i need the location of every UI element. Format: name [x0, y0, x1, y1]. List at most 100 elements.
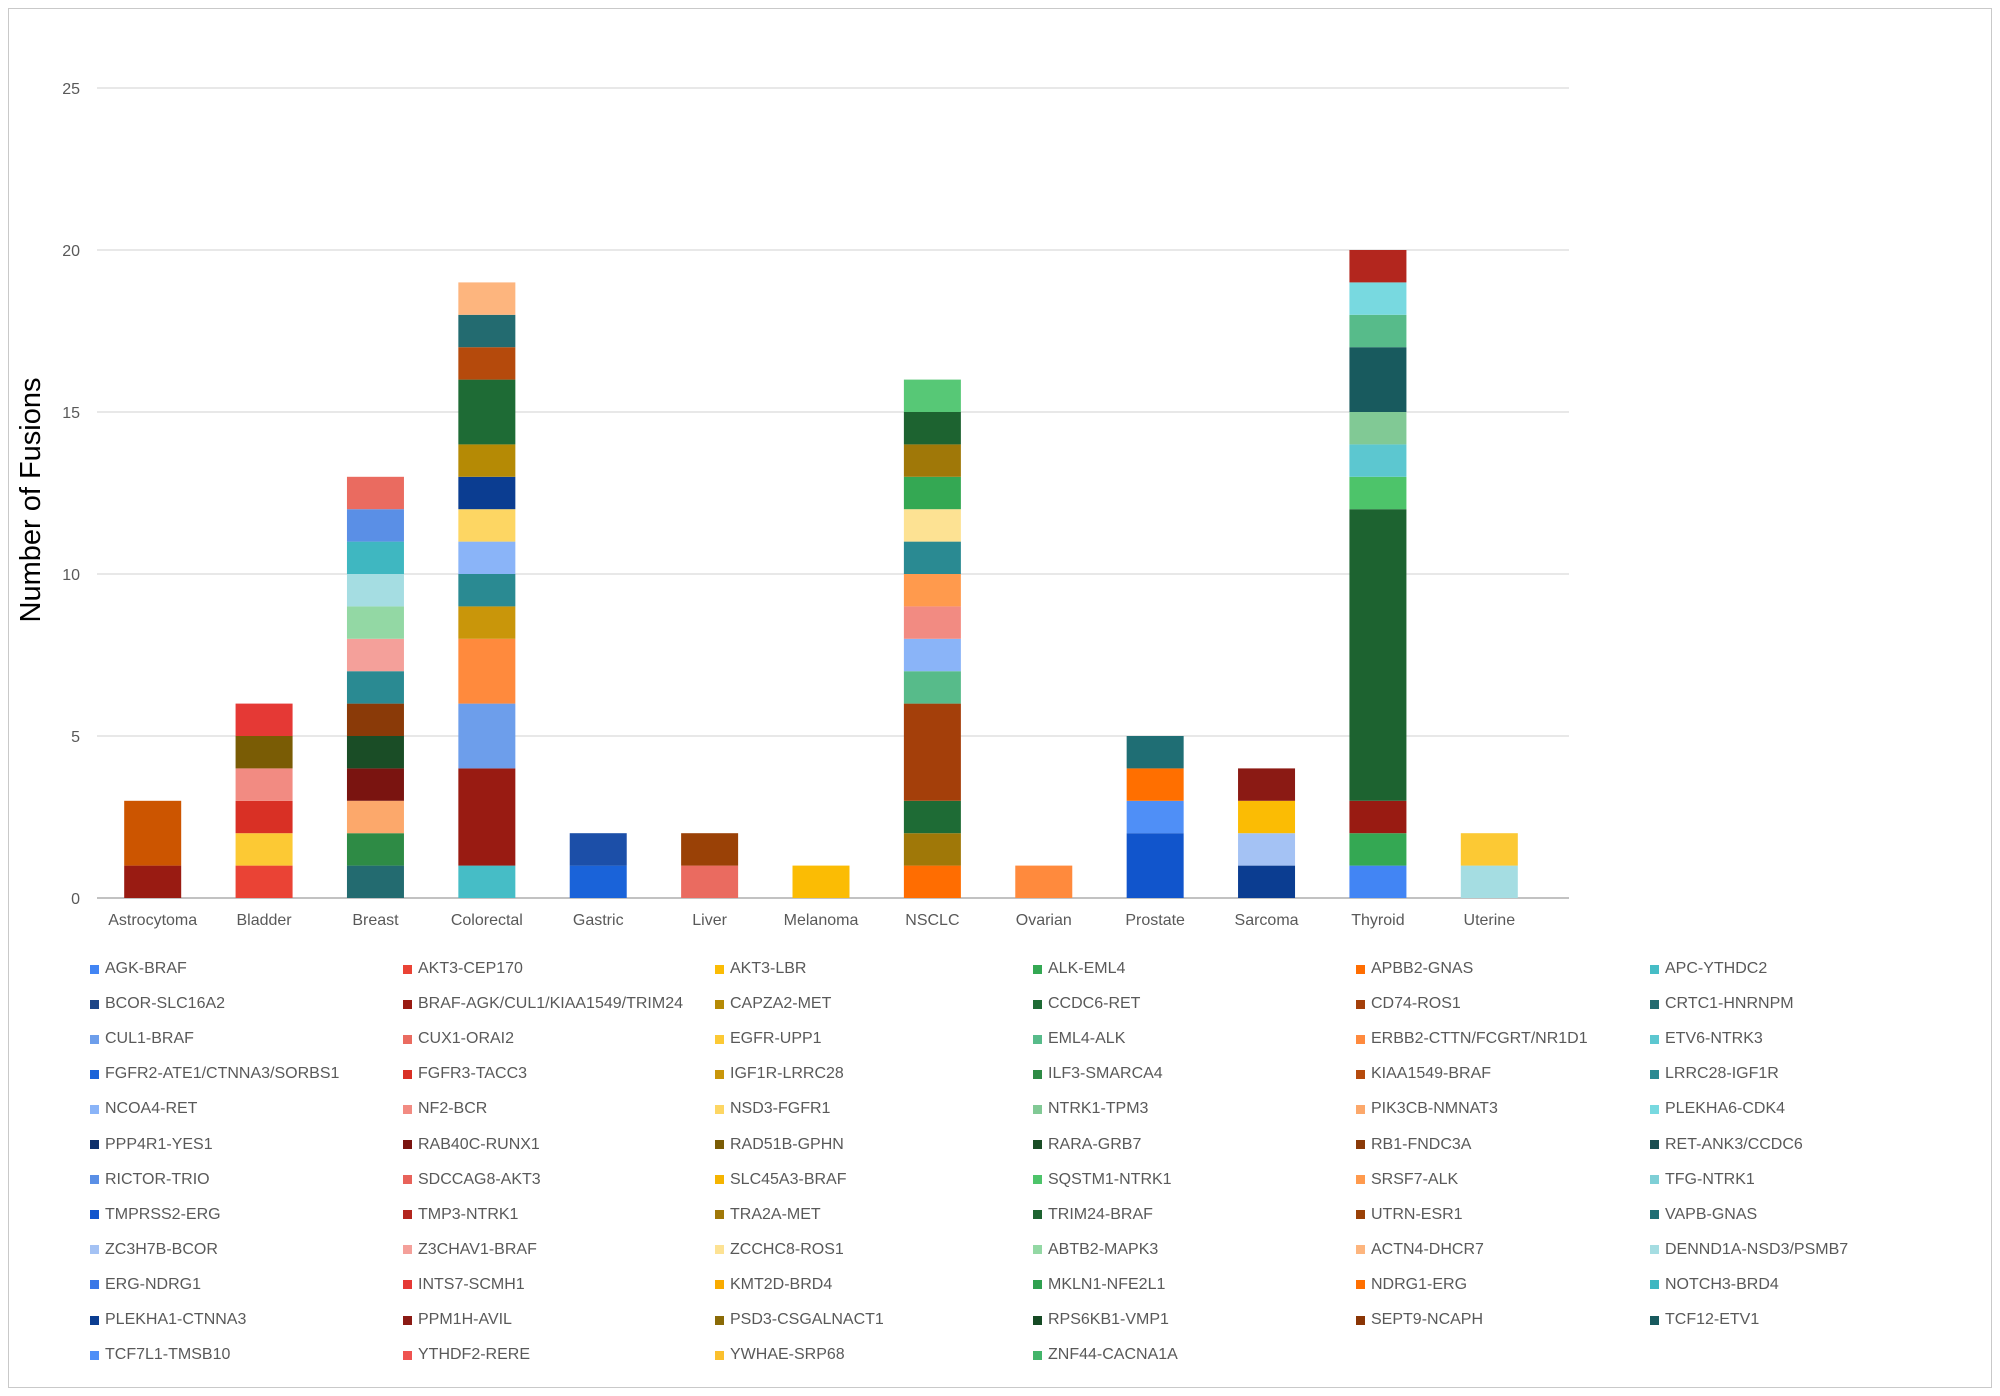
- bar-segment: [681, 865, 739, 898]
- legend-item: YWHAE-SRP68: [715, 1344, 845, 1366]
- legend-item: ERG-NDRG1: [90, 1274, 201, 1296]
- legend-label: DENND1A-NSD3/PSMB7: [1665, 1240, 1849, 1258]
- bar-segment: [346, 833, 404, 866]
- bar-segment: [458, 444, 516, 477]
- bar-segment: [346, 606, 404, 639]
- legend-label: TCF7L1-TMSB10: [105, 1346, 231, 1364]
- bar-segment: [346, 736, 404, 769]
- legend-item: ABTB2-MAPK3: [1033, 1239, 1158, 1261]
- legend-item: AKT3-CEP170: [403, 958, 523, 980]
- bar-segment: [458, 476, 516, 510]
- legend-item: IGF1R-LRRC28: [715, 1063, 844, 1085]
- legend-swatch: [403, 999, 412, 1009]
- bar-segment: [903, 476, 961, 510]
- legend-item: SEPT9-NCAPH: [1356, 1309, 1483, 1331]
- bar-segment: [1126, 736, 1184, 769]
- bar-segment: [1238, 800, 1296, 834]
- legend-label: ILF3-SMARCA4: [1048, 1065, 1163, 1083]
- legend-swatch: [403, 1140, 412, 1149]
- legend-label: ZC3H7B-BCOR: [105, 1240, 218, 1258]
- bar-segment: [235, 703, 293, 736]
- legend-item: CCDC6-RET: [1033, 993, 1140, 1015]
- bar-segment: [346, 768, 404, 801]
- legend-swatch: [1033, 1175, 1042, 1185]
- legend-swatch: [1650, 999, 1659, 1009]
- bar-segment: [1238, 768, 1296, 801]
- legend-swatch: [1033, 964, 1042, 974]
- legend-swatch: [90, 1140, 99, 1149]
- legend-item: FGFR3-TACC3: [403, 1063, 527, 1085]
- x-tick-label: Liver: [692, 912, 727, 929]
- legend-label: EML4-ALK: [1048, 1030, 1126, 1048]
- legend-item: PPP4R1-YES1: [90, 1134, 213, 1156]
- legend-item: RAB40C-RUNX1: [403, 1134, 540, 1156]
- legend-item: EML4-ALK: [1033, 1028, 1125, 1050]
- bar-segment: [346, 800, 404, 834]
- legend-swatch: [90, 1034, 99, 1044]
- legend-swatch: [715, 999, 724, 1009]
- legend-label: SQSTM1-NTRK1: [1048, 1170, 1172, 1188]
- legend-item: NSD3-FGFR1: [715, 1098, 830, 1120]
- legend-item: PSD3-CSGALNACT1: [715, 1309, 884, 1331]
- legend-swatch: [1356, 1069, 1365, 1079]
- legend-item: ILF3-SMARCA4: [1033, 1063, 1163, 1085]
- legend-label: PPM1H-AVIL: [418, 1311, 512, 1328]
- y-tick-label: 0: [71, 891, 80, 908]
- legend-item: AKT3-LBR: [715, 958, 806, 980]
- legend-item: BRAF-AGK/CUL1/KIAA1549/TRIM24: [403, 993, 683, 1015]
- legend-label: CD74-ROS1: [1371, 995, 1461, 1013]
- bar-segment: [903, 379, 961, 412]
- legend-item: LRRC28-IGF1R: [1650, 1063, 1779, 1085]
- legend-item: TRA2A-MET: [715, 1204, 821, 1226]
- bar-segment: [1126, 833, 1184, 898]
- legend-label: RICTOR-TRIO: [105, 1170, 210, 1188]
- legend-item: RPS6KB1-VMP1: [1033, 1309, 1169, 1331]
- legend-item: CUL1-BRAF: [90, 1028, 194, 1050]
- legend-label: NSD3-FGFR1: [730, 1100, 831, 1118]
- legend-swatch: [715, 1350, 724, 1360]
- bar-segment: [1349, 412, 1407, 445]
- legend-item: SRSF7-ALK: [1356, 1169, 1458, 1191]
- legend-label: TRIM24-BRAF: [1048, 1205, 1153, 1223]
- legend-label: FGFR2-ATE1/CTNNA3/SORBS1: [105, 1065, 340, 1083]
- legend-label: Z3CHAV1-BRAF: [418, 1240, 537, 1258]
- legend-swatch: [1356, 1104, 1365, 1114]
- legend-item: TRIM24-BRAF: [1033, 1204, 1153, 1226]
- legend-swatch: [90, 1245, 99, 1255]
- legend-item: ZC3H7B-BCOR: [90, 1239, 218, 1261]
- legend-label: PLEKHA6-CDK4: [1665, 1100, 1786, 1118]
- legend-item: FGFR2-ATE1/CTNNA3/SORBS1: [90, 1063, 339, 1085]
- legend-swatch: [715, 1034, 724, 1044]
- bar-segment: [458, 606, 516, 639]
- legend-label: ZNF44-CACNA1A: [1048, 1346, 1178, 1364]
- legend-label: SDCCAG8-AKT3: [418, 1170, 541, 1188]
- stacked-bar-chart: 0 5 10 15 20 25 Astrocytoma Bladder Breast Color…: [15, 81, 1569, 929]
- legend-label: ERG-NDRG1: [105, 1275, 202, 1293]
- legend-item: BCOR-SLC16A2: [90, 993, 225, 1015]
- legend-label: LRRC28-IGF1R: [1665, 1065, 1779, 1083]
- legend-item: RARA-GRB7: [1033, 1134, 1141, 1156]
- x-tick-label: Prostate: [1125, 912, 1185, 929]
- legend-swatch: [715, 1315, 724, 1325]
- bar-segment: [903, 412, 961, 445]
- legend-swatch: [1033, 1350, 1042, 1360]
- y-axis-ticks: 0 5 10 15 20 25: [62, 81, 80, 908]
- chart-frame: [8, 8, 1992, 1388]
- bar-segment: [235, 833, 293, 866]
- legend-swatch: [1650, 1315, 1659, 1325]
- legend-label: EGFR-UPP1: [730, 1030, 822, 1048]
- legend-item: SLC45A3-BRAF: [715, 1169, 847, 1191]
- bar-segment: [903, 671, 961, 704]
- x-tick-label: Sarcoma: [1235, 912, 1299, 929]
- legend-label: BRAF-AGK/CUL1/KIAA1549/TRIM24: [418, 995, 683, 1013]
- y-tick-label: 25: [62, 81, 80, 98]
- legend-swatch: [403, 1350, 412, 1360]
- legend-item: KIAA1549-BRAF: [1356, 1063, 1491, 1085]
- legend-swatch: [90, 964, 99, 974]
- gridlines: [97, 87, 1569, 899]
- legend-label: KIAA1549-BRAF: [1371, 1065, 1492, 1083]
- legend-item: RAD51B-GPHN: [715, 1134, 844, 1156]
- legend-label: ETV6-NTRK3: [1665, 1030, 1763, 1048]
- legend-swatch: [1356, 1245, 1365, 1255]
- legend-item: UTRN-ESR1: [1356, 1204, 1463, 1226]
